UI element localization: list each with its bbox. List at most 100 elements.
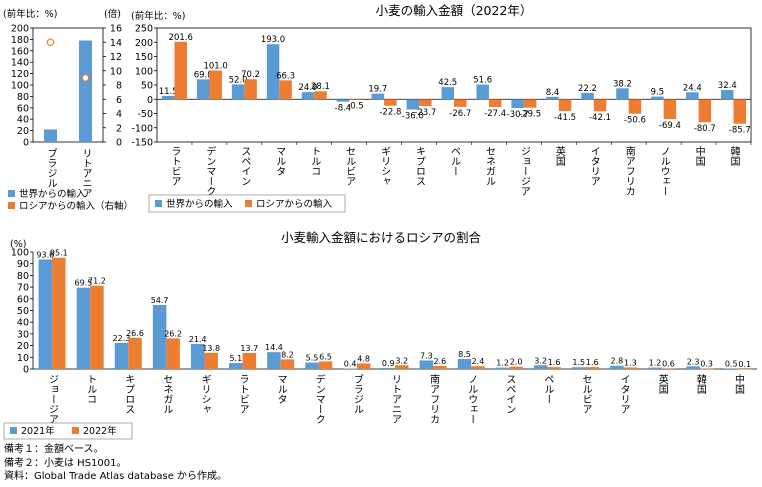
right-tick-label: 16 (110, 24, 122, 35)
bottom-bar-2022 (395, 365, 409, 369)
bottom-data-label-2021: 0.9 (382, 359, 395, 368)
bottom-bar-2021 (533, 365, 548, 369)
top-bar-world (686, 92, 699, 100)
bottom-data-label-2021: 7.3 (420, 351, 433, 360)
bottom-bar-2021 (419, 360, 434, 369)
bottom-category-label: キプロス (123, 374, 134, 414)
bottom-category-label: セルビア (580, 374, 592, 414)
top-data-label-world: 32.4 (718, 81, 737, 91)
bottom-data-label-2021: 1.2 (649, 359, 662, 368)
bottom-category-label: 中国 (732, 373, 744, 395)
left-tick-label: 0 (23, 138, 29, 149)
top-bar-russia (733, 99, 747, 124)
top-data-label-world: 22.2 (578, 84, 597, 94)
bottom-data-label-2022: 0.1 (738, 360, 751, 369)
top-category-label: イタリア (588, 146, 600, 186)
bottom-axis-unit: (%) (10, 239, 26, 250)
left-tick-label: 80 (17, 92, 29, 103)
top-data-label-russia: -26.7 (449, 109, 471, 119)
top-legend-swatch-russia (245, 200, 252, 207)
top-bar-russia (663, 99, 677, 120)
bottom-tick-label: 50 (17, 306, 29, 317)
bottom-category-label: デンマーク (313, 373, 325, 424)
left-axis-unit: (前年比：%) (3, 8, 57, 20)
top-data-label-russia: -29.5 (519, 110, 541, 120)
bottom-legend-swatch-2022 (72, 427, 79, 434)
bottom-category-label: トルコ (85, 374, 97, 404)
top-bar-world (196, 79, 210, 100)
bottom-bar-2022 (585, 367, 600, 369)
top-bar-world (231, 84, 245, 100)
bottom-tick-label: 70 (17, 283, 29, 294)
bottom-bar-2021 (76, 287, 91, 369)
bottom-bar-2021 (114, 342, 129, 369)
bottom-bar-2022 (52, 257, 66, 369)
bottom-chart-title: 小麦輸入金額におけるロシアの割合 (281, 230, 482, 245)
top-bar-world (161, 95, 175, 100)
top-data-label-world: 69.8 (194, 70, 213, 80)
top-data-label-world: 19.7 (368, 85, 387, 95)
top-tick-label: 150 (135, 52, 153, 63)
bottom-data-label-2021: 54.7 (151, 296, 169, 305)
top-data-label-world: 9.5 (651, 88, 665, 98)
top-category-label: ラトビア (169, 146, 180, 186)
top-bar-russia (244, 79, 257, 100)
bottom-bar-2022 (509, 366, 523, 369)
bottom-bar-2022 (166, 338, 180, 369)
bottom-category-label: リトアニア (390, 374, 401, 424)
left-tick-label: 20 (17, 126, 29, 137)
bottom-tick-label: 60 (17, 294, 29, 305)
bottom-category-label: ブラジル (351, 373, 363, 414)
note-2: 備考２：小麦は HS1001。 (4, 457, 127, 469)
top-data-label-world: -36.0 (402, 112, 424, 122)
left-plot-frame (32, 27, 104, 143)
bottom-data-label-2022: 8.2 (281, 350, 294, 359)
bottom-data-label-2022: 0.3 (700, 360, 713, 369)
bottom-data-label-2022: 1.6 (548, 358, 561, 367)
left-world-bar (44, 129, 57, 142)
bottom-category-label: ジョージア (47, 374, 58, 424)
bottom-category-label: イタリア (618, 374, 630, 414)
top-bar-world (721, 90, 734, 100)
bottom-data-label-2022: 4.8 (357, 354, 370, 363)
bottom-legend-swatch-2021 (10, 427, 17, 434)
top-data-label-russia: 101.0 (203, 61, 227, 71)
top-data-label-world: 11.5 (159, 87, 178, 97)
bottom-legend-box (3, 422, 133, 440)
top-category-label: 韓国 (728, 146, 740, 167)
left-category-label: リトアニア (80, 148, 91, 198)
top-data-label-russia: -41.5 (554, 113, 576, 123)
top-bar-world (476, 84, 489, 100)
top-tick-label: -100 (131, 123, 153, 134)
top-data-label-russia: 66.3 (276, 71, 295, 81)
bottom-category-label: セネガル (161, 374, 173, 414)
top-bar-world (441, 87, 454, 100)
top-category-label: 英国 (553, 145, 565, 167)
bottom-bar-2022 (90, 285, 104, 369)
bottom-data-label-2022: 26.2 (164, 329, 182, 338)
top-data-label-russia: -69.4 (659, 121, 681, 131)
left-legend-world: 世界からの輸入 (19, 188, 86, 200)
bottom-bar-2022 (623, 367, 638, 369)
right-tick-label: 10 (110, 66, 122, 77)
left-legend-swatch-russia (8, 202, 15, 209)
bottom-bar-2021 (648, 367, 662, 369)
top-category-label: セネガル (483, 146, 495, 186)
bottom-bar-2021 (610, 365, 624, 369)
bottom-bar-2022 (737, 368, 752, 370)
note-source: 資料：Global Trade Atlas database から作成。 (4, 471, 228, 482)
left-legend-russia: ロシアからの輸入（右軸） (19, 200, 133, 212)
bottom-bar-2022 (128, 337, 142, 369)
top-category-label: デンマーク (204, 145, 216, 196)
bottom-bar-2022 (356, 363, 371, 369)
bottom-data-label-2022: 3.2 (395, 356, 408, 365)
bottom-data-label-2021: 5.1 (229, 354, 242, 363)
bottom-bar-2021 (38, 259, 53, 369)
top-category-label: マルタ (274, 146, 286, 176)
top-category-label: ペルー (449, 146, 461, 176)
bottom-data-label-2021: 1.2 (496, 359, 509, 368)
left-tick-label: 140 (11, 58, 29, 69)
top-category-label: セルビア (344, 146, 356, 186)
notes: 備考１：金額ベース。 備考２：小麦は HS1001。 資料：Global Tra… (4, 443, 227, 484)
top-data-label-world: 24.4 (683, 83, 702, 93)
